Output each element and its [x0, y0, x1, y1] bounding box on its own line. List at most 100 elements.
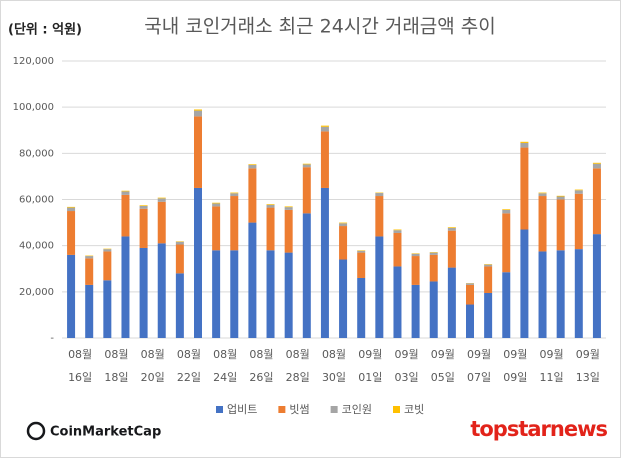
chart-title: 국내 코인거래소 최근 24시간 거래금액 추이: [144, 16, 496, 38]
bar-segment: [484, 264, 493, 267]
bar-segment: [230, 250, 239, 338]
bar-segment: [447, 227, 456, 231]
bar-segment: [67, 211, 76, 255]
bar-segment: [194, 116, 202, 188]
bar-segment: [574, 249, 583, 338]
bar-segment: [556, 196, 565, 200]
bar-segment: [139, 205, 148, 209]
bar-segment: [139, 247, 148, 338]
bar-segment: [592, 234, 601, 338]
bar-segment: [266, 204, 275, 208]
bar-segment: [85, 256, 94, 259]
bar-segment: [67, 206, 76, 208]
bar-segment: [429, 252, 438, 255]
y-tick-label: 60,000: [19, 195, 54, 206]
bar-segment: [538, 251, 547, 338]
bar-segment: [121, 190, 130, 192]
bar-segment: [230, 192, 239, 194]
bar-segment: [320, 126, 329, 132]
bar-segment: [302, 163, 311, 165]
legend-swatch: [393, 406, 400, 413]
bar-segment: [357, 252, 366, 278]
unit-note: (단위 : 억원): [8, 22, 82, 38]
bar-segment: [248, 222, 257, 338]
bar-segment: [339, 259, 348, 338]
bar-segment: [320, 131, 329, 188]
bar-segment: [592, 168, 601, 235]
bar-segment: [393, 229, 402, 231]
bar-segment: [393, 232, 402, 267]
bar-segment: [502, 213, 511, 273]
bar-segment: [502, 209, 511, 210]
bar-segment: [357, 250, 366, 253]
bar-segment: [67, 207, 76, 212]
bar-segment: [411, 256, 420, 285]
source-logo: CoinMarketCap: [26, 421, 161, 441]
bar-segment: [411, 284, 420, 338]
y-tick-label: 40,000: [19, 241, 54, 252]
bar-segment: [574, 190, 583, 194]
bar-segment: [339, 226, 348, 260]
bar-segment: [375, 236, 384, 338]
bar-segment: [212, 250, 221, 338]
bar-segment: [212, 202, 221, 204]
bar-segment: [520, 142, 529, 148]
bar-segment: [157, 198, 166, 202]
x-tick-label: 08월 26일: [249, 348, 273, 384]
bar-segment: [157, 243, 166, 338]
bar-segment: [320, 187, 329, 338]
bar-segment: [447, 267, 456, 338]
x-tick-label: 08월 16일: [68, 348, 92, 384]
bar-segment: [302, 164, 311, 168]
x-tick-label: 08월 30일: [322, 348, 346, 384]
bar-segment: [393, 266, 402, 338]
bar-segment: [466, 304, 474, 338]
bar-segment: [266, 250, 275, 338]
bar-segment: [103, 280, 112, 338]
bar-segment: [284, 207, 293, 210]
legend-swatch: [278, 406, 286, 413]
x-tick-label: 08월 22일: [177, 348, 201, 384]
bar-segment: [429, 281, 438, 338]
bar-segment: [466, 283, 474, 285]
x-tick-label: 09월 07일: [467, 348, 491, 384]
bar-segment: [121, 236, 130, 338]
bar-segment: [230, 196, 239, 251]
bar-segment: [538, 193, 547, 197]
bar-segment: [175, 273, 184, 338]
legend-label: 코인원: [342, 403, 372, 416]
bar-segment: [393, 230, 402, 233]
bar-segment: [574, 189, 583, 191]
bar-segment: [248, 164, 257, 169]
x-tick-label: 08월 28일: [286, 348, 310, 384]
x-tick-label: 09월 11일: [540, 348, 564, 384]
bar-segment: [139, 205, 148, 206]
source-text: CoinMarketCap: [50, 425, 161, 440]
bar-segment: [212, 206, 221, 251]
bar-segment: [284, 252, 293, 338]
x-tick-label: 09월 09일: [503, 348, 527, 384]
bar-segment: [357, 277, 366, 338]
bar-segment: [520, 229, 529, 338]
bar-segment: [320, 125, 329, 127]
bar-segment: [556, 199, 565, 251]
bar-segment: [592, 162, 601, 164]
bar-segment: [103, 249, 112, 252]
x-tick-label: 08월 18일: [104, 348, 128, 384]
x-tick-label: 08월 24일: [213, 348, 237, 384]
y-tick-label: -: [50, 333, 54, 344]
bar-segment: [266, 207, 275, 251]
x-tick-label: 08월 20일: [141, 348, 165, 384]
bar-segment: [230, 193, 239, 197]
bar-segment: [194, 110, 202, 117]
bar-segment: [175, 241, 184, 245]
bar-segment: [447, 230, 456, 268]
bar-segment: [574, 193, 583, 250]
logo-icon: [26, 421, 46, 441]
x-tick-label: 09월 05일: [431, 348, 455, 384]
bar-segment: [248, 164, 257, 165]
bar-segment: [121, 191, 130, 195]
legend-swatch: [330, 406, 338, 413]
bar-segment: [121, 194, 130, 237]
